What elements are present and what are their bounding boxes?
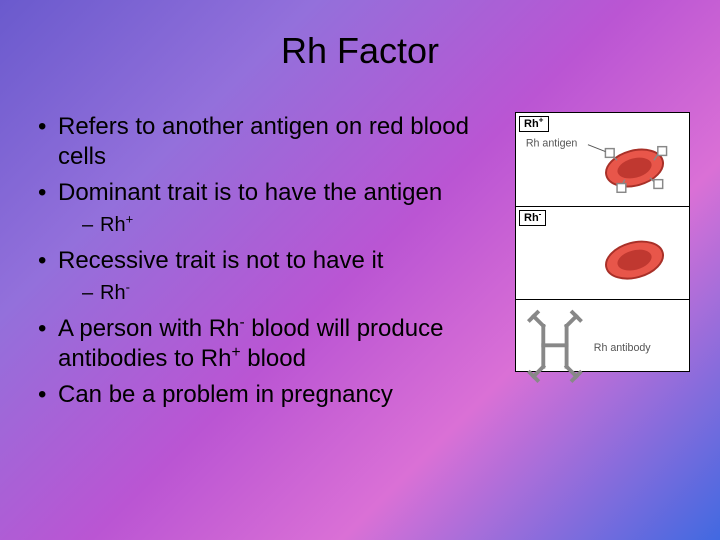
slide-title: Rh Factor [30,30,690,72]
bullet-2a-pre: Rh [100,214,126,236]
bullet-5: Can be a problem in pregnancy [30,380,505,410]
bullet-3a-sup: - [126,279,130,294]
slide-container: Rh Factor Refers to another antigen on r… [0,0,720,540]
bullet-list: Refers to another antigen on red blood c… [30,112,505,410]
panel-antibody: Rh antibody [516,300,689,393]
bullet-3-text: Recessive trait is not to have it [58,247,383,274]
bullet-4: A person with Rh- blood will produce ant… [30,314,505,374]
bullet-2-text: Dominant trait is to have the antigen [58,179,442,206]
rh-diagram: Rh+ Rh antigen [515,112,690,372]
bullet-4-sup2: + [231,344,240,361]
bullet-2a-sup: + [126,211,134,226]
bullet-2a: Rh+ [78,212,505,238]
panel2-label-sup: - [539,209,542,218]
bullet-column: Refers to another antigen on red blood c… [30,112,515,416]
panel1-caption: Rh antigen [526,138,578,150]
bullet-1: Refers to another antigen on red blood c… [30,112,505,172]
sublist-3: Rh- [58,280,505,306]
bullet-4-pre: A person with Rh [58,315,239,342]
panel-rh-positive: Rh+ Rh antigen [516,113,689,207]
sublist-2: Rh+ [58,212,505,238]
bullet-2: Dominant trait is to have the antigen Rh… [30,178,505,238]
panel-label-rh-negative: Rh- [519,210,546,226]
panel-rh-negative: Rh- [516,207,689,301]
bullet-3: Recessive trait is not to have it Rh- [30,246,505,306]
content-row: Refers to another antigen on red blood c… [30,112,690,416]
rh-antibody-svg: Rh antibody [520,304,685,389]
panel2-label-pre: Rh [524,212,539,224]
bullet-3a: Rh- [78,280,505,306]
panel-label-rh-positive: Rh+ [519,116,549,132]
bullet-4-post: blood [241,345,306,372]
panel3-caption: Rh antibody [594,342,652,354]
panel1-label-pre: Rh [524,118,539,130]
bullet-3a-pre: Rh [100,282,126,304]
panel1-label-sup: + [539,115,544,124]
